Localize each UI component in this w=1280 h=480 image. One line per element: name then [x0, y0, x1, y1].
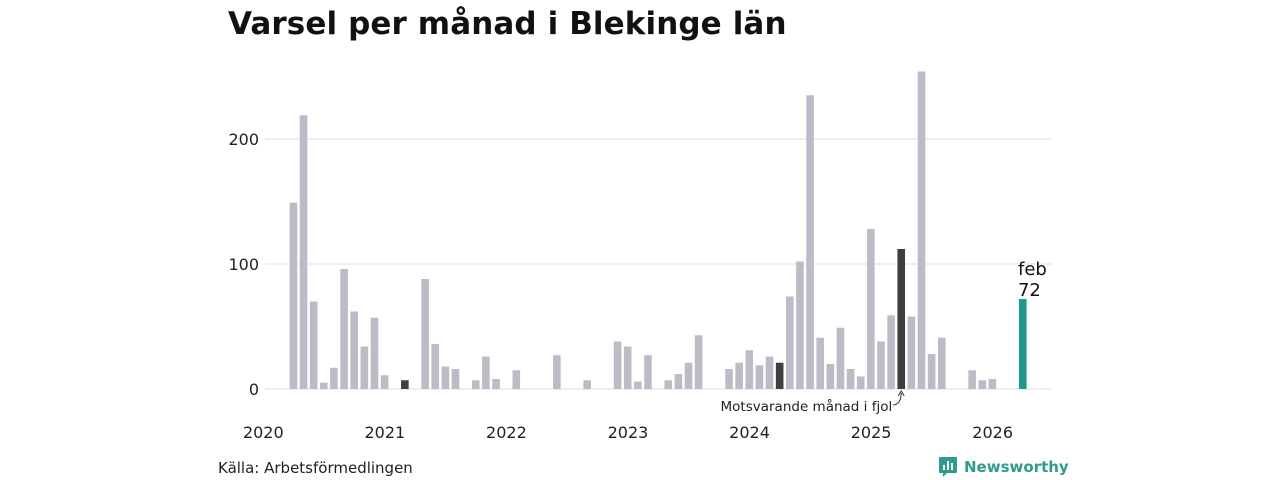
bar — [765, 356, 774, 389]
bar — [471, 380, 480, 389]
bar — [623, 346, 632, 389]
x-tick-label: 2020 — [243, 423, 284, 442]
x-tick-label: 2022 — [486, 423, 527, 442]
bar — [664, 380, 673, 389]
bar — [644, 355, 652, 389]
bar — [360, 346, 369, 389]
bar — [451, 369, 460, 389]
brand-name: Newsworthy — [964, 458, 1069, 476]
bar — [431, 344, 440, 389]
bar — [846, 369, 855, 389]
x-tick-label: 2023 — [608, 423, 649, 442]
bar — [401, 380, 409, 389]
bar — [482, 356, 490, 389]
bar — [320, 382, 328, 389]
bar — [553, 355, 561, 389]
bar — [340, 269, 348, 389]
latest-month-label: feb — [1018, 259, 1047, 280]
bar — [826, 364, 835, 389]
bar — [897, 249, 906, 389]
bar — [806, 95, 814, 389]
x-tick-label: 2026 — [972, 423, 1013, 442]
bar — [836, 327, 845, 389]
newsworthy-logo-icon — [939, 457, 957, 477]
bar — [907, 316, 916, 389]
bar — [380, 375, 389, 389]
bar — [877, 341, 885, 389]
gridlines — [265, 138, 1052, 390]
bar — [735, 362, 743, 389]
bar — [786, 296, 794, 389]
bar — [350, 311, 359, 389]
bar — [816, 337, 824, 389]
bar — [694, 335, 703, 389]
bar — [492, 379, 500, 389]
y-tick-label: 0 — [249, 380, 259, 399]
bar — [441, 366, 450, 389]
bar — [583, 380, 591, 389]
y-tick-label: 100 — [228, 255, 259, 274]
bar — [917, 71, 926, 389]
bar — [927, 354, 936, 389]
y-tick-label: 200 — [228, 130, 259, 149]
brand: Newsworthy — [938, 456, 1069, 478]
bar — [634, 381, 642, 389]
bar — [755, 365, 764, 389]
bar — [421, 279, 429, 389]
bars — [289, 71, 1027, 389]
bar — [745, 350, 754, 389]
bar — [775, 362, 784, 389]
bar — [725, 369, 733, 389]
bar — [674, 374, 683, 389]
chart-title: Varsel per månad i Blekinge län — [228, 6, 787, 42]
bar — [1018, 299, 1027, 389]
bar — [887, 315, 895, 389]
source-note: Källa: Arbetsförmedlingen — [218, 459, 413, 477]
x-tick-label: 2024 — [729, 423, 770, 442]
bar — [370, 317, 379, 389]
bar — [937, 337, 946, 389]
latest-value-label: 72 — [1018, 280, 1041, 301]
bar — [796, 261, 804, 389]
bar — [988, 379, 997, 389]
x-tick-label: 2021 — [365, 423, 406, 442]
bar — [978, 380, 987, 389]
bar — [512, 370, 521, 389]
bar-chart: 0 100 200 2020 2021 2022 2023 2024 2025 2026 Mot… — [228, 71, 1052, 442]
annotation-arrowhead — [897, 390, 905, 397]
y-axis-ticks: 0 100 200 — [228, 130, 259, 399]
annotation-label: Motsvarande månad i fjol — [721, 398, 893, 415]
x-axis-ticks: 2020 2021 2022 2023 2024 2025 2026 — [243, 423, 1013, 442]
x-tick-label: 2025 — [851, 423, 892, 442]
annotation-arrow — [893, 392, 902, 406]
bar — [299, 115, 308, 389]
bar — [867, 229, 875, 389]
bar — [856, 376, 865, 389]
bar — [684, 362, 693, 389]
bar — [309, 301, 318, 389]
bar — [968, 370, 976, 389]
bar — [289, 202, 298, 389]
bar — [330, 367, 338, 389]
bar — [613, 341, 622, 389]
